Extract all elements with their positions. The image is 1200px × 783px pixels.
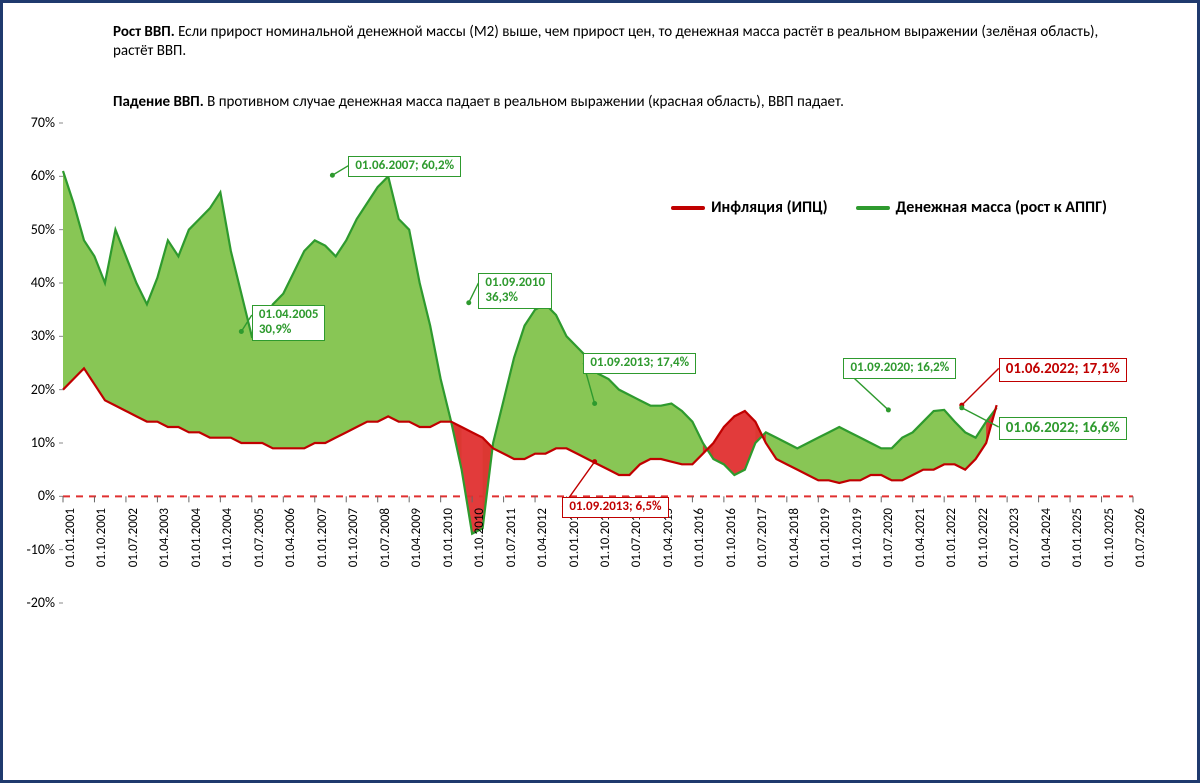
x-tick-label: 01.07.2023 <box>1007 508 1022 578</box>
callout: 01.09.201036,3% <box>478 273 552 309</box>
x-tick-label: 01.07.2026 <box>1133 508 1148 578</box>
description-growth: Рост ВВП. Если прирост номинальной денеж… <box>113 23 1137 61</box>
x-tick-label: 01.10.2022 <box>976 508 991 578</box>
callout: 01.04.200530,9% <box>252 305 326 341</box>
desc2-rest: В противном случае денежная масса падает… <box>204 93 844 111</box>
x-tick-label: 01.10.2010 <box>472 508 487 578</box>
y-tick-label: 40% <box>13 274 55 291</box>
x-tick-label: 01.04.2015 <box>661 508 676 578</box>
x-tick-label: 01.01.2025 <box>1070 508 1085 578</box>
y-tick-label: 20% <box>13 381 55 398</box>
y-tick-label: 50% <box>13 221 55 238</box>
x-tick-label: 01.04.2018 <box>787 508 802 578</box>
y-tick-label: -10% <box>13 541 55 558</box>
desc1-bold: Рост ВВП. <box>113 23 175 41</box>
x-tick-label: 01.07.2008 <box>378 508 393 578</box>
y-tick-label: 0% <box>13 487 55 504</box>
x-tick-label: 01.07.2020 <box>881 508 896 578</box>
y-tick-label: -20% <box>13 594 55 611</box>
x-tick-label: 01.10.2019 <box>850 508 865 578</box>
description-fall: Падение ВВП. В противном случае денежная… <box>113 93 1137 112</box>
x-tick-label: 01.07.2002 <box>126 508 141 578</box>
callout: 01.09.2013; 17,4% <box>583 353 696 374</box>
x-tick-label: 01.01.2022 <box>944 508 959 578</box>
x-tick-label: 01.01.2007 <box>315 508 330 578</box>
y-tick-label: 10% <box>13 434 55 451</box>
y-tick-label: 30% <box>13 327 55 344</box>
x-tick-label: 01.01.2010 <box>441 508 456 578</box>
callout: 01.06.2007; 60,2% <box>348 156 461 177</box>
callout: 01.09.2020; 16,2% <box>843 358 956 379</box>
y-tick-label: 60% <box>13 167 55 184</box>
x-tick-label: 01.01.2004 <box>189 508 204 578</box>
desc1-rest: Если прирост номинальной денежной массы … <box>113 23 1098 60</box>
x-tick-label: 01.07.2011 <box>504 508 519 578</box>
chart-frame: Рост ВВП. Если прирост номинальной денеж… <box>0 0 1200 783</box>
x-tick-label: 01.01.2019 <box>818 508 833 578</box>
y-tick-label: 70% <box>13 114 55 131</box>
callout: 01.09.2013; 6,5% <box>562 497 668 518</box>
x-tick-label: 01.10.2004 <box>220 508 235 578</box>
x-tick-label: 01.01.2013 <box>567 508 582 578</box>
x-tick-label: 01.04.2021 <box>913 508 928 578</box>
x-tick-label: 01.07.2017 <box>755 508 770 578</box>
x-tick-label: 01.10.2007 <box>346 508 361 578</box>
x-tick-label: 01.04.2009 <box>409 508 424 578</box>
desc2-bold: Падение ВВП. <box>113 93 204 111</box>
x-tick-label: 01.10.2013 <box>598 508 613 578</box>
x-tick-label: 01.04.2024 <box>1039 508 1054 578</box>
x-tick-label: 01.10.2016 <box>724 508 739 578</box>
x-tick-label: 01.01.2001 <box>63 508 78 578</box>
x-tick-label: 01.04.2012 <box>535 508 550 578</box>
x-tick-label: 01.07.2005 <box>252 508 267 578</box>
x-tick-label: 01.01.2016 <box>692 508 707 578</box>
x-tick-label: 01.07.2014 <box>629 508 644 578</box>
x-tick-label: 01.04.2006 <box>283 508 298 578</box>
callout: 01.06.2022; 16,6% <box>999 417 1127 440</box>
x-tick-label: 01.10.2025 <box>1102 508 1117 578</box>
callout: 01.06.2022; 17,1% <box>999 358 1127 381</box>
x-tick-label: 01.04.2003 <box>157 508 172 578</box>
x-tick-label: 01.10.2001 <box>94 508 109 578</box>
